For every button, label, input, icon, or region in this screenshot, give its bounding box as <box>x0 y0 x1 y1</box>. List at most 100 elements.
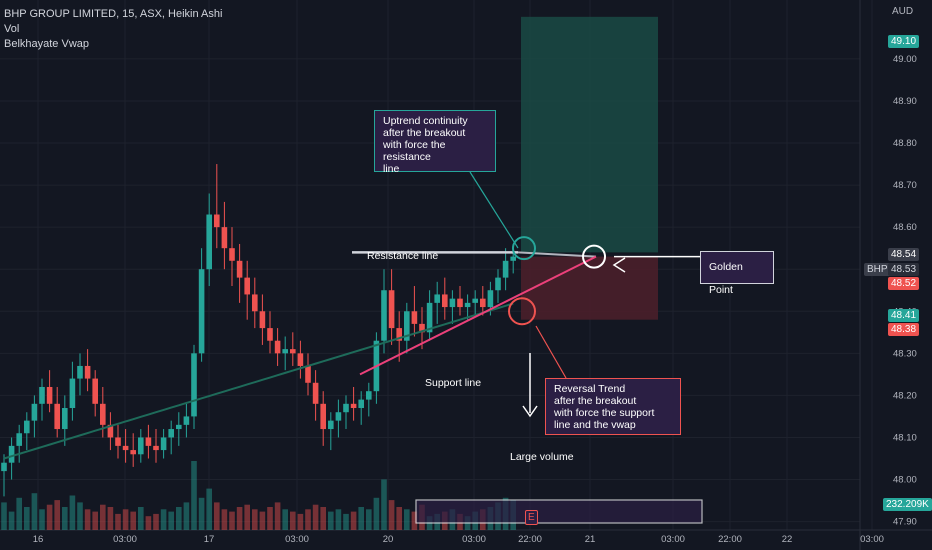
volume-bar <box>198 497 205 530</box>
candle-body <box>282 349 288 354</box>
price-tick-label: 48.10 <box>893 432 917 443</box>
candle-body <box>267 328 273 341</box>
golden-point-note[interactable]: Golden Point <box>700 251 774 296</box>
candle-body <box>472 298 478 303</box>
volume-bar <box>229 511 235 530</box>
candle-body <box>343 403 349 413</box>
volume-bar <box>328 511 334 530</box>
volume-bar <box>244 504 250 530</box>
candle-body <box>130 450 136 455</box>
candle-body <box>487 290 494 308</box>
candle-body <box>92 378 98 404</box>
volume-bar <box>176 507 182 530</box>
time-tick-label: 03:00 <box>285 534 309 545</box>
price-tick-label: 48.30 <box>893 348 917 359</box>
resistance-label: Resistance line <box>367 250 439 262</box>
volume-bar <box>1 502 7 530</box>
candle-body <box>495 277 501 291</box>
candle-body <box>31 403 38 421</box>
volume-bar <box>320 507 326 530</box>
candle-body <box>426 302 433 333</box>
volume-bar <box>282 509 288 530</box>
reversal-note[interactable]: Reversal Trend after the breakout with f… <box>545 378 681 435</box>
currency-label: AUD <box>892 6 914 17</box>
candle-body <box>252 294 258 312</box>
price-tick-label: 48.00 <box>893 475 917 486</box>
volume-bar <box>8 511 15 530</box>
volume-bar <box>92 511 98 530</box>
volume-bar <box>24 507 30 530</box>
candle-body <box>396 328 402 341</box>
candle-body <box>434 294 440 303</box>
candle-body <box>69 378 76 409</box>
volume-bar <box>100 504 106 530</box>
golden-point-circle <box>582 244 606 269</box>
candle-body <box>62 408 68 430</box>
uptrend-connector <box>469 171 519 249</box>
candle-body <box>214 214 220 228</box>
candle-body <box>153 445 159 451</box>
volume-bar <box>396 507 402 530</box>
volume-bar <box>373 497 380 530</box>
volume-bar <box>62 507 68 530</box>
candle-body <box>290 349 296 354</box>
candle-body <box>16 433 22 446</box>
symbol-label: BHP <box>864 263 891 276</box>
time-tick-label: 03:00 <box>462 534 486 545</box>
candle-body <box>388 290 395 329</box>
volume-bar <box>335 509 342 530</box>
candle-body <box>198 269 205 354</box>
volume-bar <box>183 502 190 530</box>
volume-bar <box>290 511 296 530</box>
uptrend-note[interactable]: Uptrend continuity after the breakout wi… <box>374 110 496 175</box>
candle-body <box>502 260 509 278</box>
volume-bar <box>39 509 45 530</box>
volume-bar <box>381 479 387 530</box>
candle-body <box>464 302 471 308</box>
volume-bar <box>54 500 60 530</box>
event-marker[interactable]: E <box>525 510 538 525</box>
volume-bar <box>77 502 83 530</box>
volume-bar <box>358 507 364 530</box>
volume-bar <box>31 493 38 530</box>
time-tick-label: 21 <box>585 534 596 545</box>
candle-body <box>244 277 250 295</box>
price-tick-label: 49.00 <box>893 54 917 65</box>
reversal-connector <box>535 325 567 379</box>
chart-legend: BHP GROUP LIMITED, 15, ASX, Heikin Ashi … <box>4 7 222 52</box>
time-tick-label: 20 <box>383 534 394 545</box>
volume-bar <box>84 509 91 530</box>
candle-body <box>1 462 7 472</box>
volume-bar <box>107 507 114 530</box>
legend-volume[interactable]: Vol <box>4 23 20 35</box>
candle-body <box>419 323 425 333</box>
candle-body <box>24 420 30 434</box>
candle-body <box>84 365 91 379</box>
volume-bar <box>305 509 311 530</box>
candle-body <box>328 420 334 430</box>
candle-body <box>236 260 243 278</box>
time-tick-label: 22 <box>782 534 793 545</box>
candle-body <box>480 298 486 308</box>
vwap-line <box>3 302 514 460</box>
time-tick-label: 22:00 <box>718 534 742 545</box>
price-tick-label: 48.70 <box>893 180 917 191</box>
candle-body <box>381 290 387 341</box>
price-tick-label: 48.90 <box>893 96 917 107</box>
candle-body <box>442 294 448 308</box>
lower-price-label: 48.52 <box>888 277 920 290</box>
legend-vwap[interactable]: Belkhayate Vwap <box>4 38 89 50</box>
candle-body <box>366 391 372 400</box>
volume-bar <box>69 495 76 530</box>
volume-bar <box>221 509 228 530</box>
candle-body <box>39 386 45 404</box>
volume-bar <box>343 513 349 530</box>
candle-body <box>358 399 364 409</box>
reversal-circle <box>508 297 536 326</box>
support-line <box>359 255 597 376</box>
volume-bar <box>297 513 304 530</box>
candle-body <box>77 365 83 379</box>
volume-bar <box>366 509 372 530</box>
time-tick-label: 17 <box>204 534 215 545</box>
